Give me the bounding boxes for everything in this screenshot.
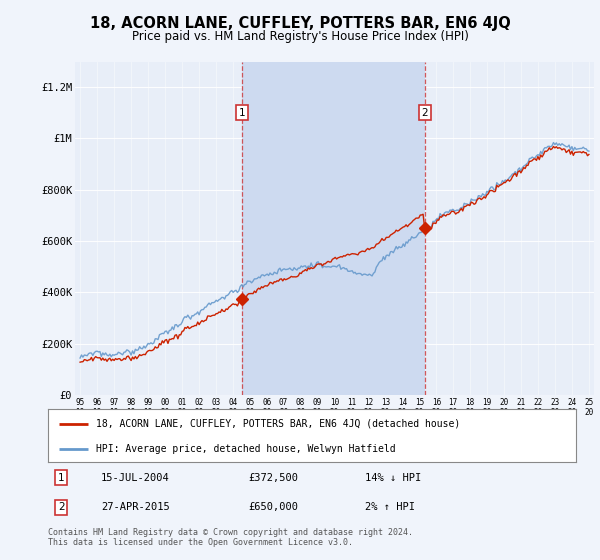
Text: 1: 1 bbox=[58, 473, 65, 483]
Text: 14% ↓ HPI: 14% ↓ HPI bbox=[365, 473, 421, 483]
Text: 2: 2 bbox=[58, 502, 65, 512]
Text: 18, ACORN LANE, CUFFLEY, POTTERS BAR, EN6 4JQ: 18, ACORN LANE, CUFFLEY, POTTERS BAR, EN… bbox=[89, 16, 511, 31]
Text: 2% ↑ HPI: 2% ↑ HPI bbox=[365, 502, 415, 512]
Text: HPI: Average price, detached house, Welwyn Hatfield: HPI: Average price, detached house, Welw… bbox=[95, 444, 395, 454]
Text: Price paid vs. HM Land Registry's House Price Index (HPI): Price paid vs. HM Land Registry's House … bbox=[131, 30, 469, 43]
Text: 18, ACORN LANE, CUFFLEY, POTTERS BAR, EN6 4JQ (detached house): 18, ACORN LANE, CUFFLEY, POTTERS BAR, EN… bbox=[95, 419, 460, 429]
Text: £650,000: £650,000 bbox=[248, 502, 299, 512]
Text: 27-APR-2015: 27-APR-2015 bbox=[101, 502, 170, 512]
Text: 2: 2 bbox=[421, 108, 428, 118]
Text: £372,500: £372,500 bbox=[248, 473, 299, 483]
Text: Contains HM Land Registry data © Crown copyright and database right 2024.
This d: Contains HM Land Registry data © Crown c… bbox=[48, 528, 413, 547]
Bar bbox=[242, 62, 425, 395]
Text: 1: 1 bbox=[239, 108, 245, 118]
Text: 15-JUL-2004: 15-JUL-2004 bbox=[101, 473, 170, 483]
